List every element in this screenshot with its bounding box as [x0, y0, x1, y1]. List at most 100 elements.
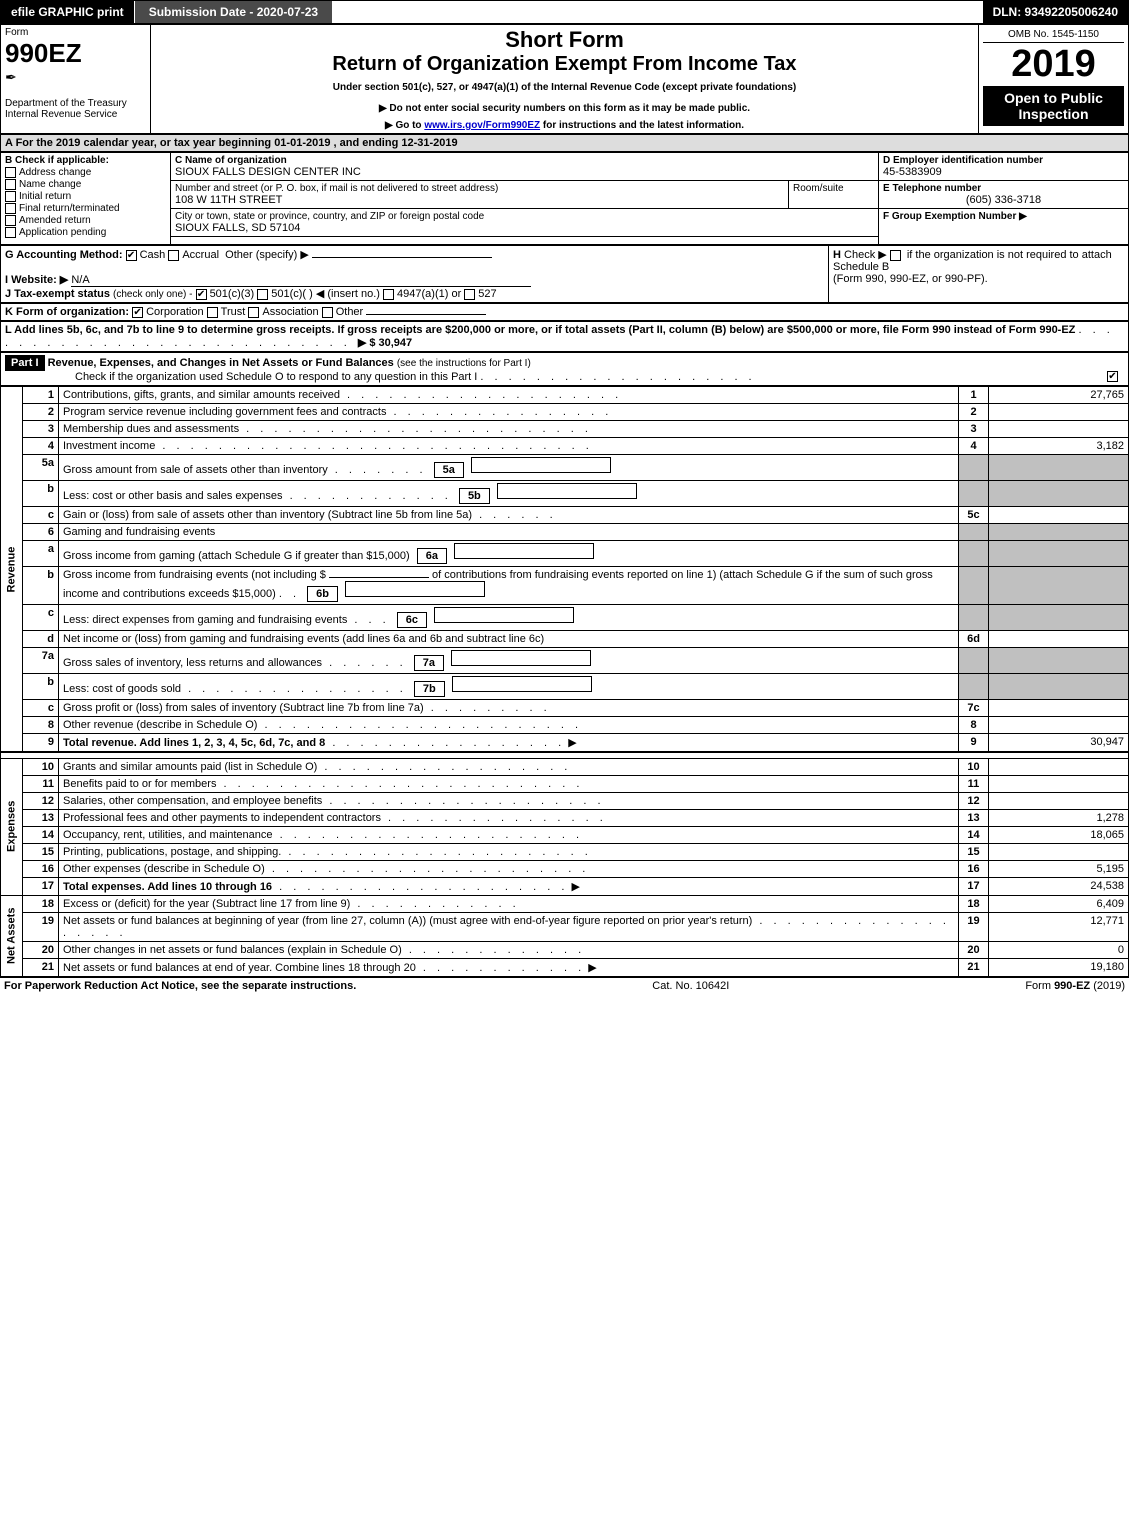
- efile-print-button[interactable]: efile GRAPHIC print: [1, 1, 135, 23]
- chk-name-change[interactable]: [5, 179, 16, 190]
- line-15-text: Printing, publications, postage, and shi…: [59, 843, 959, 860]
- opt-address-change: Address change: [19, 167, 91, 178]
- line-14-no: 14: [23, 826, 59, 843]
- line-18-amount: 6,409: [989, 895, 1129, 912]
- line-8-ref: 8: [959, 717, 989, 734]
- opt-527: 527: [478, 288, 496, 300]
- opt-corporation: Corporation: [146, 306, 203, 318]
- website-value: N/A: [71, 274, 531, 287]
- line-6c-subamt[interactable]: [434, 607, 574, 623]
- line-15-amount: [989, 843, 1129, 860]
- line-6c-subref: 6c: [397, 612, 427, 628]
- line-5c-no: c: [23, 507, 59, 524]
- arrow-icon: ▶: [571, 881, 579, 893]
- j-note: (check only one) -: [113, 289, 192, 300]
- open-public-badge: Open to Public Inspection: [983, 86, 1124, 126]
- line-1-text: Contributions, gifts, grants, and simila…: [59, 387, 959, 404]
- line-7b-no: b: [23, 674, 59, 700]
- chk-application-pending[interactable]: [5, 227, 16, 238]
- irs-label: Internal Revenue Service: [5, 109, 146, 120]
- section-b-label: B Check if applicable:: [5, 155, 166, 166]
- phone-value: (605) 336-3718: [883, 194, 1124, 206]
- gross-receipts-amount: ▶ $ 30,947: [358, 337, 412, 349]
- line-7b-subamt[interactable]: [452, 676, 592, 692]
- line-13-ref: 13: [959, 809, 989, 826]
- line-6d-text: Net income or (loss) from gaming and fun…: [59, 631, 959, 648]
- chk-address-change[interactable]: [5, 167, 16, 178]
- line-6b-contrib-input[interactable]: [329, 577, 429, 578]
- line-5a-subamt[interactable]: [471, 457, 611, 473]
- other-method-input[interactable]: [312, 257, 492, 258]
- line-17-text: Total expenses. Add lines 10 through 16 …: [59, 877, 959, 895]
- warn2-pre: ▶ Go to: [385, 120, 424, 131]
- instructions-link[interactable]: www.irs.gov/Form990EZ: [424, 120, 540, 131]
- side-label-expenses: Expenses: [1, 758, 23, 895]
- opt-final-return: Final return/terminated: [19, 203, 120, 214]
- line-16-ref: 16: [959, 860, 989, 877]
- line-19-ref: 19: [959, 912, 989, 941]
- line-6-no: 6: [23, 524, 59, 541]
- line-7a-ref: [959, 648, 989, 674]
- section-h-label: H: [833, 249, 841, 261]
- line-17-no: 17: [23, 877, 59, 895]
- line-4-amount: 3,182: [989, 438, 1129, 455]
- chk-amended-return[interactable]: [5, 215, 16, 226]
- chk-other-org[interactable]: [322, 307, 333, 318]
- line-2-ref: 2: [959, 404, 989, 421]
- line-6-text: Gaming and fundraising events: [59, 524, 959, 541]
- line-10-amount: [989, 758, 1129, 775]
- chk-association[interactable]: [248, 307, 259, 318]
- chk-accrual[interactable]: [168, 250, 179, 261]
- line-21-text: Net assets or fund balances at end of ye…: [59, 958, 959, 976]
- line-6d-ref: 6d: [959, 631, 989, 648]
- line-5b-subamt[interactable]: [497, 483, 637, 499]
- chk-501c[interactable]: [257, 289, 268, 300]
- submission-date-label: Submission Date - 2020-07-23: [135, 1, 332, 23]
- line-6a-subamt[interactable]: [454, 543, 594, 559]
- line-16-text: Other expenses (describe in Schedule O) …: [59, 860, 959, 877]
- line-14-amount: 18,065: [989, 826, 1129, 843]
- chk-cash[interactable]: [126, 250, 137, 261]
- line-5b-no: b: [23, 481, 59, 507]
- line-20-amount: 0: [989, 941, 1129, 958]
- line-7b-subref: 7b: [414, 681, 445, 697]
- line-19-amount: 12,771: [989, 912, 1129, 941]
- line-15-no: 15: [23, 843, 59, 860]
- line-6d-no: d: [23, 631, 59, 648]
- line-15-ref: 15: [959, 843, 989, 860]
- section-j-label: J Tax-exempt status: [5, 288, 110, 300]
- line-5a-text: Gross amount from sale of assets other t…: [59, 455, 959, 481]
- line-6c-text: Less: direct expenses from gaming and fu…: [59, 605, 959, 631]
- arrow-icon: ▶: [568, 737, 576, 749]
- line-8-text: Other revenue (describe in Schedule O) .…: [59, 717, 959, 734]
- line-4-no: 4: [23, 438, 59, 455]
- line-21-ref: 21: [959, 958, 989, 976]
- dln-label: DLN: 93492205006240: [983, 1, 1128, 23]
- line-2-no: 2: [23, 404, 59, 421]
- tax-year: 2019: [983, 43, 1124, 86]
- chk-527[interactable]: [464, 289, 475, 300]
- label-group-exemption: F Group Exemption Number ▶: [883, 211, 1124, 222]
- line-6b-no: b: [23, 567, 59, 605]
- chk-4947a1[interactable]: [383, 289, 394, 300]
- line-5b-subref: 5b: [459, 488, 490, 504]
- chk-trust[interactable]: [207, 307, 218, 318]
- opt-name-change: Name change: [19, 179, 81, 190]
- line-6b-subref: 6b: [307, 586, 338, 602]
- line-7a-subamt[interactable]: [451, 650, 591, 666]
- line-7c-amount: [989, 700, 1129, 717]
- line-14-ref: 14: [959, 826, 989, 843]
- chk-corporation[interactable]: [132, 307, 143, 318]
- chk-501c3[interactable]: [196, 289, 207, 300]
- other-org-input[interactable]: [366, 314, 486, 315]
- line-6b-subamt[interactable]: [345, 581, 485, 597]
- chk-final-return[interactable]: [5, 203, 16, 214]
- line-11-text: Benefits paid to or for members . . . . …: [59, 775, 959, 792]
- line-3-no: 3: [23, 421, 59, 438]
- line-5c-ref: 5c: [959, 507, 989, 524]
- chk-schedule-o-part-i[interactable]: [1107, 371, 1118, 382]
- chk-initial-return[interactable]: [5, 191, 16, 202]
- chk-no-schedule-b[interactable]: [890, 250, 901, 261]
- line-20-ref: 20: [959, 941, 989, 958]
- line-6b-amount: [989, 567, 1129, 605]
